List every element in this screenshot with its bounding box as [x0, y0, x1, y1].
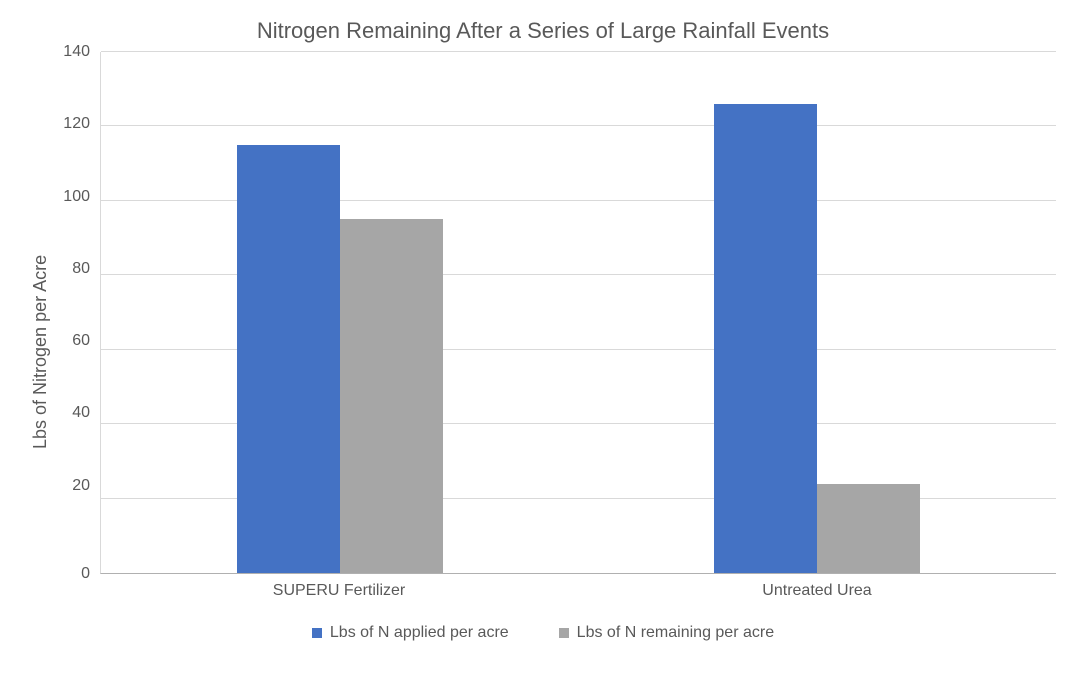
legend-swatch-icon	[559, 628, 569, 638]
legend-label: Lbs of N applied per acre	[330, 624, 509, 642]
bar-group-urea	[579, 52, 1057, 573]
x-axis-labels: SUPERU Fertilizer Untreated Urea	[100, 574, 1056, 612]
x-label: SUPERU Fertilizer	[100, 582, 578, 612]
y-tick: 80	[72, 261, 90, 277]
legend-item-applied: Lbs of N applied per acre	[312, 624, 509, 642]
bar-superu-remaining	[340, 219, 443, 573]
chart-body: Lbs of Nitrogen per Acre 140 120 100 80 …	[30, 52, 1056, 612]
bars-layer	[101, 52, 1056, 573]
bar-urea-remaining	[817, 484, 920, 573]
bar-group-superu	[101, 52, 579, 573]
legend-item-remaining: Lbs of N remaining per acre	[559, 624, 774, 642]
y-tick: 120	[63, 116, 90, 132]
x-label: Untreated Urea	[578, 582, 1056, 612]
y-tick: 20	[72, 478, 90, 494]
y-tick: 140	[63, 44, 90, 60]
chart-title: Nitrogen Remaining After a Series of Lar…	[30, 18, 1056, 44]
legend-label: Lbs of N remaining per acre	[577, 624, 774, 642]
bar-urea-applied	[714, 104, 817, 573]
plot-wrap: SUPERU Fertilizer Untreated Urea	[100, 52, 1056, 612]
y-tick: 0	[81, 566, 90, 582]
y-tick: 100	[63, 189, 90, 205]
bar-superu-applied	[237, 145, 340, 573]
legend: Lbs of N applied per acre Lbs of N remai…	[30, 612, 1056, 642]
plot-area	[100, 52, 1056, 574]
y-axis-label: Lbs of Nitrogen per Acre	[30, 52, 56, 612]
y-axis-ticks: 140 120 100 80 60 40 20 0	[56, 52, 100, 612]
legend-swatch-icon	[312, 628, 322, 638]
y-tick: 60	[72, 333, 90, 349]
y-tick: 40	[72, 405, 90, 421]
chart-container: Nitrogen Remaining After a Series of Lar…	[0, 0, 1086, 678]
